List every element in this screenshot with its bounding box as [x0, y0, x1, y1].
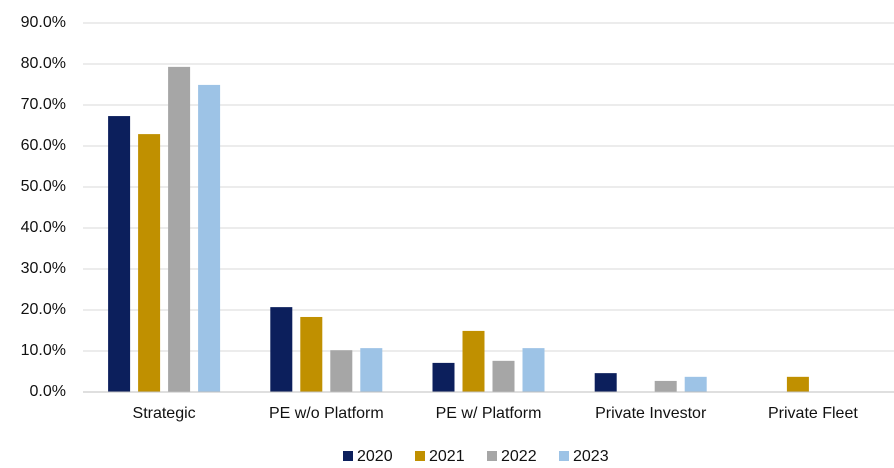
y-tick-label: 80.0%	[21, 55, 66, 72]
x-tick-label: Private Fleet	[768, 405, 858, 422]
bar	[594, 373, 617, 392]
legend-swatch	[559, 451, 569, 461]
bar	[786, 376, 809, 392]
legend-swatch	[343, 451, 353, 461]
bar	[270, 307, 293, 392]
bar	[360, 348, 383, 392]
y-tick-label: 60.0%	[21, 137, 66, 154]
bar	[432, 362, 455, 392]
y-tick-label: 70.0%	[21, 96, 66, 113]
y-tick-label: 0.0%	[30, 383, 66, 400]
x-tick-label: PE w/o Platform	[269, 405, 384, 422]
y-tick-label: 30.0%	[21, 260, 66, 277]
bar	[138, 134, 161, 393]
y-tick-label: 90.0%	[21, 14, 66, 31]
y-tick-label: 20.0%	[21, 301, 66, 318]
x-tick-label: PE w/ Platform	[436, 405, 542, 422]
bar	[462, 330, 485, 392]
bar	[684, 376, 707, 392]
bar	[522, 348, 545, 392]
x-tick-label: Private Investor	[595, 405, 707, 422]
legend-label: 2022	[501, 448, 537, 463]
legend-swatch	[415, 451, 425, 461]
bar	[330, 350, 353, 392]
bar	[168, 66, 191, 393]
legend-label: 2023	[573, 448, 609, 463]
y-tick-label: 40.0%	[21, 219, 66, 236]
legend-label: 2020	[357, 448, 393, 463]
x-tick-label: Strategic	[133, 405, 196, 422]
y-tick-label: 50.0%	[21, 178, 66, 195]
bar	[654, 380, 677, 392]
bar	[108, 116, 131, 392]
legend-label: 2021	[429, 448, 465, 463]
y-tick-label: 10.0%	[21, 342, 66, 359]
bar	[300, 316, 323, 392]
legend-swatch	[487, 451, 497, 461]
bar	[198, 84, 221, 392]
bar	[492, 360, 515, 392]
